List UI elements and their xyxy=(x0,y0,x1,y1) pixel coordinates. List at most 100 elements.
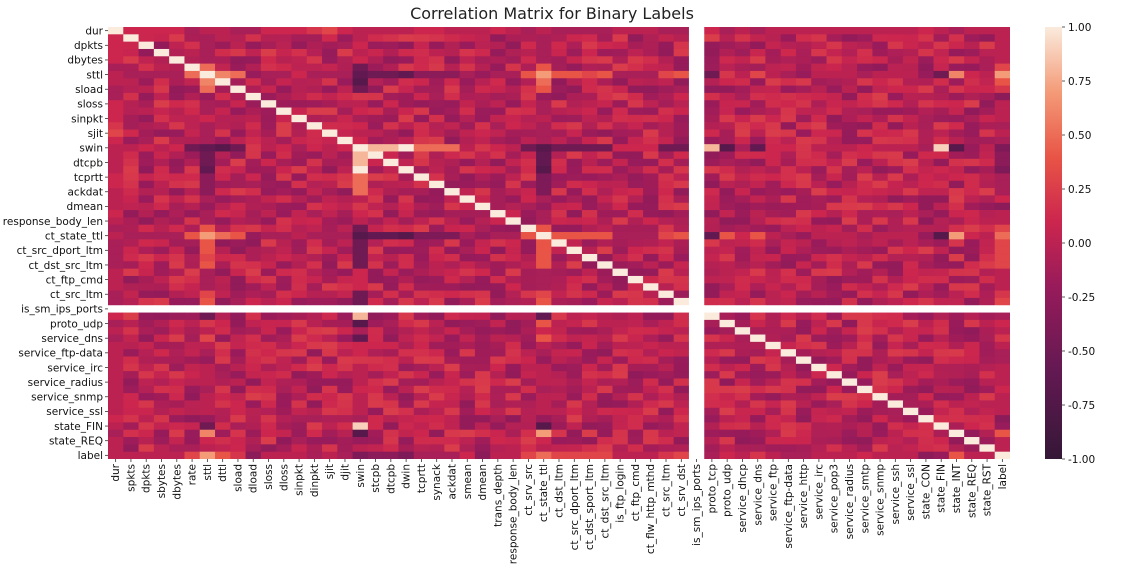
heatmap-cell xyxy=(780,341,797,350)
heatmap-cell xyxy=(215,224,231,233)
heatmap-cell xyxy=(322,122,338,130)
heatmap-cell xyxy=(719,422,736,431)
heatmap-cell xyxy=(902,136,919,145)
heatmap-cell xyxy=(383,48,399,57)
heatmap-cell xyxy=(153,92,170,101)
heatmap-cell xyxy=(429,253,445,262)
heatmap-cell xyxy=(933,151,950,160)
heatmap-cell xyxy=(612,385,629,394)
heatmap-cell xyxy=(520,290,537,299)
heatmap-cell xyxy=(367,378,384,387)
heatmap-cell xyxy=(597,334,613,343)
heatmap-cell xyxy=(520,166,537,174)
x-tick-label: ackdat xyxy=(446,464,458,500)
heatmap-cell xyxy=(826,415,843,423)
heatmap-cell xyxy=(627,451,644,459)
heatmap-cell xyxy=(505,312,522,321)
heatmap-cell xyxy=(536,407,552,416)
heatmap-cell xyxy=(429,122,445,130)
heatmap-cell xyxy=(994,400,1010,409)
heatmap-cell xyxy=(260,356,277,365)
heatmap-cell xyxy=(902,253,919,262)
heatmap-cell xyxy=(536,210,552,218)
heatmap-cell xyxy=(688,400,705,409)
heatmap-cell xyxy=(643,290,659,299)
heatmap-cell xyxy=(153,34,170,43)
heatmap-cell xyxy=(367,253,384,262)
heatmap-cell xyxy=(719,319,736,328)
heatmap-cell xyxy=(658,297,675,306)
heatmap-cell xyxy=(872,429,889,438)
heatmap-cell xyxy=(398,114,415,123)
heatmap-cell xyxy=(352,122,369,130)
heatmap-cell xyxy=(169,297,185,306)
heatmap-cell xyxy=(612,334,629,343)
heatmap-cell xyxy=(643,393,659,401)
heatmap-cell xyxy=(597,444,613,453)
heatmap-cell xyxy=(429,415,445,423)
heatmap-cell xyxy=(413,268,430,277)
heatmap-cell xyxy=(444,305,461,313)
heatmap-cell xyxy=(979,195,996,204)
heatmap-cell xyxy=(627,275,644,284)
heatmap-cell xyxy=(306,107,323,116)
heatmap-cell xyxy=(872,341,889,350)
heatmap-cell xyxy=(826,144,843,152)
heatmap-cell xyxy=(260,202,277,211)
heatmap-cell xyxy=(826,246,843,255)
heatmap-cell xyxy=(536,232,552,240)
heatmap-cell xyxy=(199,363,216,372)
heatmap-cell xyxy=(612,122,629,130)
heatmap-cell xyxy=(872,27,889,35)
heatmap-cell xyxy=(337,349,354,357)
heatmap-cell xyxy=(536,224,552,233)
heatmap-cell xyxy=(597,173,613,182)
heatmap-cell xyxy=(673,393,690,401)
heatmap-cell xyxy=(887,144,904,152)
heatmap-cell xyxy=(490,283,506,291)
heatmap-cell xyxy=(413,217,430,226)
heatmap-cell xyxy=(383,246,399,255)
heatmap-cell xyxy=(199,319,216,328)
heatmap-cell xyxy=(811,232,827,240)
heatmap-cell xyxy=(964,437,980,445)
heatmap-cell xyxy=(337,268,354,277)
heatmap-cell xyxy=(398,363,415,372)
heatmap-cell xyxy=(337,78,354,86)
heatmap-cell xyxy=(505,180,522,189)
heatmap-cell xyxy=(918,188,934,196)
heatmap-cell xyxy=(979,349,996,357)
heatmap-cell xyxy=(841,407,858,416)
heatmap-cell xyxy=(230,92,246,101)
heatmap-cell xyxy=(153,166,170,174)
heatmap-cell xyxy=(918,349,934,357)
heatmap-cell xyxy=(199,232,216,240)
heatmap-cell xyxy=(474,210,491,218)
heatmap-cell xyxy=(184,393,201,401)
heatmap-cell xyxy=(872,180,889,189)
heatmap-cell xyxy=(673,107,690,116)
heatmap-cell xyxy=(474,92,491,101)
heatmap-cell xyxy=(199,327,216,335)
heatmap-cell xyxy=(184,63,201,72)
heatmap-cell xyxy=(352,195,369,204)
heatmap-cell xyxy=(199,210,216,218)
heatmap-cell xyxy=(643,356,659,365)
heatmap-cell xyxy=(581,275,598,284)
heatmap-cell xyxy=(872,378,889,387)
heatmap-cell xyxy=(398,195,415,204)
heatmap-cell xyxy=(551,290,568,299)
heatmap-cell xyxy=(199,349,216,357)
heatmap-cell xyxy=(704,305,720,313)
heatmap-cell xyxy=(459,114,476,123)
heatmap-cell xyxy=(872,70,889,79)
heatmap-cell xyxy=(918,297,934,306)
heatmap-cell xyxy=(826,107,843,116)
heatmap-cell xyxy=(276,341,292,350)
heatmap-cell xyxy=(841,34,858,43)
heatmap-cell xyxy=(490,290,506,299)
heatmap-cell xyxy=(291,261,308,270)
heatmap-cell xyxy=(734,195,751,204)
heatmap-cell xyxy=(658,85,675,94)
heatmap-cell xyxy=(719,261,736,270)
